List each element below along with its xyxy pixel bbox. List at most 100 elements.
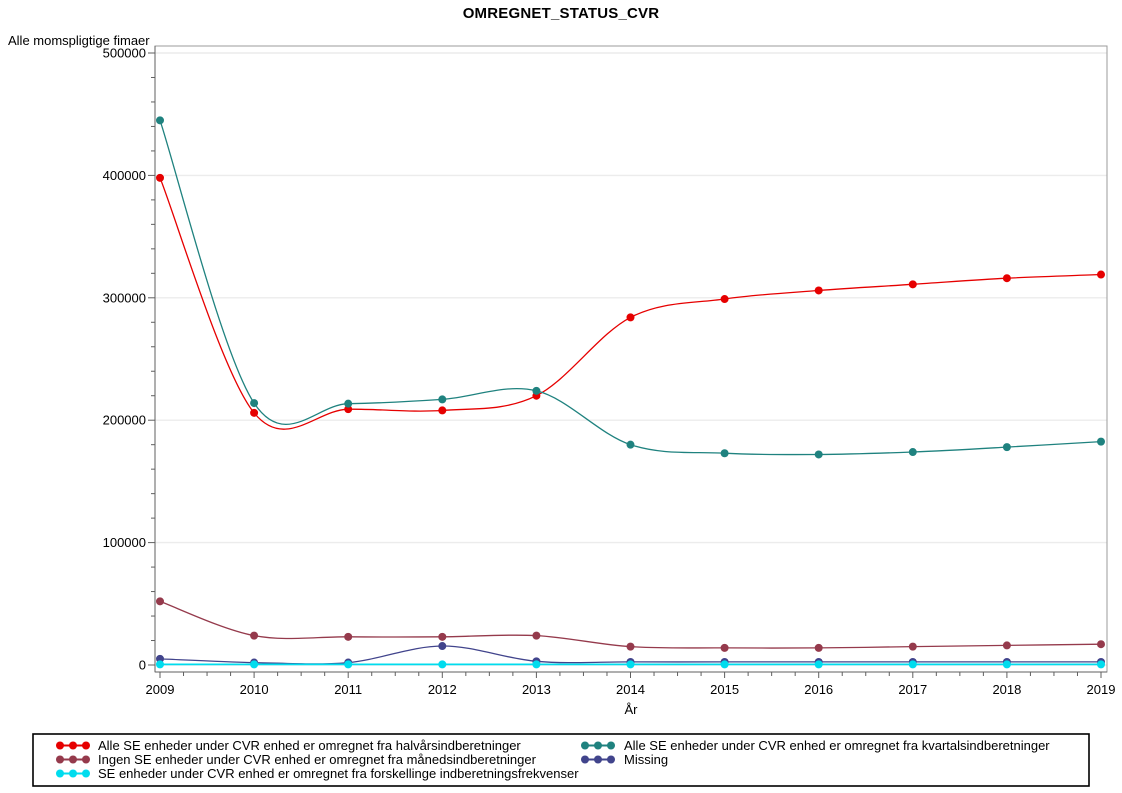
chart-title: OMREGNET_STATUS_CVR <box>462 5 660 22</box>
legend-marker-icon <box>607 755 615 764</box>
data-point <box>1002 274 1011 283</box>
legend-marker-icon <box>82 755 90 764</box>
data-point <box>720 660 729 669</box>
x-tick-label: 2015 <box>710 682 739 697</box>
x-tick-label: 2012 <box>428 682 457 697</box>
y-axis: 0 100000 200000 300000 400000 500000 <box>103 46 155 673</box>
x-tick-label: 2019 <box>1087 682 1116 697</box>
data-point <box>438 660 447 669</box>
series-4 <box>156 660 1105 669</box>
legend-label: Missing <box>624 752 668 767</box>
data-point <box>814 450 823 459</box>
y-tick-label: 300000 <box>103 290 146 305</box>
data-point <box>720 643 729 652</box>
legend-marker-icon <box>56 769 64 778</box>
y-gridlines <box>155 52 1107 666</box>
data-point <box>156 116 164 125</box>
legend-marker-icon <box>581 755 589 764</box>
data-point <box>344 632 353 641</box>
data-point <box>720 449 729 458</box>
legend-entry: Alle SE enheder under CVR enhed er omreg… <box>56 738 521 753</box>
y-tick-label: 200000 <box>103 413 146 428</box>
data-point <box>532 631 541 640</box>
data-point <box>344 660 353 669</box>
data-point <box>626 642 635 651</box>
legend-label: SE enheder under CVR enhed er omregnet f… <box>98 766 579 781</box>
data-point <box>908 448 917 457</box>
data-point <box>438 632 447 641</box>
legend-entry: Alle SE enheder under CVR enhed er omreg… <box>581 738 1050 753</box>
x-tick-label: 2017 <box>898 682 927 697</box>
plot-frame <box>154 45 1108 673</box>
series-2 <box>156 597 1105 652</box>
y-axis-title: Alle momspligtige fimaer <box>8 33 150 48</box>
data-point <box>250 631 259 640</box>
legend: Alle SE enheder under CVR enhed er omreg… <box>32 733 1090 787</box>
data-point <box>250 408 259 417</box>
legend-marker-icon <box>69 769 77 778</box>
data-point <box>250 399 259 408</box>
legend-marker-icon <box>56 755 64 764</box>
x-tick-label: 2011 <box>334 682 362 697</box>
data-point <box>814 286 823 295</box>
data-point <box>1097 640 1105 649</box>
data-point <box>908 660 917 669</box>
data-point <box>1002 641 1011 650</box>
data-point <box>626 313 635 322</box>
legend-marker-icon <box>56 741 64 750</box>
legend-marker-icon <box>82 769 90 778</box>
data-point <box>344 405 353 414</box>
x-tick-label: 2016 <box>804 682 833 697</box>
data-point <box>344 399 353 408</box>
legend-marker-icon <box>69 755 77 764</box>
legend-label: Alle SE enheder under CVR enhed er omreg… <box>98 738 521 753</box>
x-axis-title: År <box>624 702 638 717</box>
x-tick-label: 2009 <box>146 682 175 697</box>
y-tick-label: 100000 <box>103 535 146 550</box>
x-tick-label: 2010 <box>240 682 269 697</box>
data-point <box>532 660 541 669</box>
legend-marker-icon <box>82 741 90 750</box>
data-point <box>814 660 823 669</box>
data-point <box>438 406 447 415</box>
legend-entry: SE enheder under CVR enhed er omregnet f… <box>56 766 579 781</box>
data-point <box>1097 660 1105 669</box>
data-point <box>1097 437 1105 446</box>
legend-marker-icon <box>581 741 589 750</box>
data-point <box>156 660 164 669</box>
data-point <box>1002 660 1011 669</box>
x-tick-label: 2018 <box>992 682 1021 697</box>
data-point <box>532 386 541 395</box>
legend-label: Alle SE enheder under CVR enhed er omreg… <box>624 738 1050 753</box>
data-point <box>438 642 447 651</box>
series-0 <box>156 173 1105 430</box>
data-point <box>156 597 164 606</box>
legend-marker-icon <box>594 741 602 750</box>
data-point <box>438 395 447 404</box>
data-point <box>156 173 164 182</box>
data-point <box>156 654 164 663</box>
legend-marker-icon <box>594 755 602 764</box>
legend-entry: Ingen SE enheder under CVR enhed er omre… <box>56 752 537 767</box>
x-tick-label: 2013 <box>522 682 551 697</box>
data-point <box>814 643 823 652</box>
legend-entry: Missing <box>581 752 668 767</box>
data-point <box>720 295 729 304</box>
y-tick-label: 500000 <box>103 46 146 61</box>
y-tick-label: 400000 <box>103 168 146 183</box>
series-1 <box>156 116 1105 459</box>
y-tick-label: 0 <box>139 658 146 673</box>
data-point <box>1097 270 1105 279</box>
data-point <box>626 660 635 669</box>
x-tick-label: 2014 <box>616 682 645 697</box>
data-point <box>626 440 635 449</box>
data-point <box>908 642 917 651</box>
legend-marker-icon <box>69 741 77 750</box>
data-point <box>908 280 917 289</box>
data-point <box>250 660 259 669</box>
legend-marker-icon <box>607 741 615 750</box>
x-axis: 2009 2010 2011 2012 2013 2014 2015 2016 2017 2018… <box>146 672 1116 697</box>
legend-label: Ingen SE enheder under CVR enhed er omre… <box>98 752 537 767</box>
